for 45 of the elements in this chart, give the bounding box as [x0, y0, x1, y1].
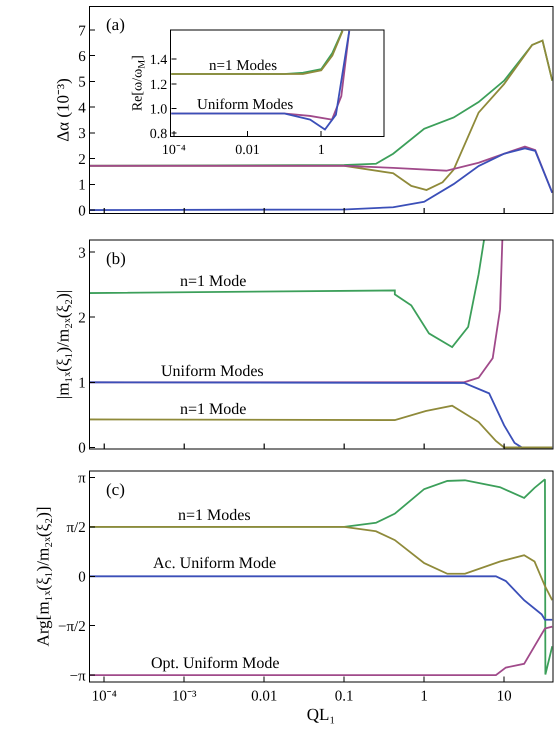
x-tick-label: 10⁻⁴ — [92, 688, 117, 705]
x-tick-label: 0.01 — [251, 688, 278, 705]
y-tick-label: 2 — [78, 152, 86, 168]
annotation: n=1 Mode — [180, 273, 246, 290]
y-tick-label: 4 — [78, 100, 86, 116]
y-tick-label: 7 — [78, 23, 86, 40]
text: (c) — [106, 480, 125, 499]
y-tick-label: 2 — [78, 310, 86, 326]
x-tick-label: 1 — [318, 142, 325, 158]
y-tick-label: π/2 — [66, 520, 86, 536]
y-tick-label: 3 — [78, 126, 86, 142]
y-tick-label: 1.0 — [150, 102, 168, 118]
x-tick-label: 10⁻³ — [172, 688, 197, 705]
y-axis-title: |m₁ₓ(ξ₁)/m₂ₓ(ξ₂)| — [54, 290, 73, 400]
y-tick-label: 0 — [78, 203, 86, 220]
x-tick-label: 1 — [420, 688, 428, 705]
x-tick-label: 0.1 — [334, 688, 354, 705]
y-tick-label: 1 — [78, 376, 86, 392]
text: (a) — [106, 15, 125, 34]
x-tick-label: 10 — [496, 688, 512, 705]
annotation: n=1 Mode — [180, 401, 246, 418]
y-tick-label: 1.2 — [150, 78, 168, 93]
x-tick-label: 0.01 — [235, 142, 260, 158]
annotation: Uniform Modes — [197, 97, 294, 113]
annotation: Uniform Modes — [161, 363, 264, 380]
annotation: Opt. Uniform Mode — [151, 655, 280, 672]
y-tick-label: 1.4 — [150, 53, 168, 68]
y-axis-title: Arg[m₁ₓ(ξ₁)/m₂ₓ(ξ₂)] — [34, 506, 53, 646]
y-tick-label: 0.8 — [150, 127, 168, 142]
annotation: Ac. Uniform Mode — [153, 555, 276, 572]
y-tick-label: 0 — [78, 440, 86, 457]
y-axis-title: Δα (10⁻³) — [54, 78, 73, 142]
y-tick-label: −π/2 — [58, 618, 86, 635]
x-axis-title: QL₁ — [306, 704, 336, 724]
y-tick-label: −π — [70, 668, 86, 684]
y-tick-label: π — [78, 470, 86, 487]
annotation: n=1 Modes — [209, 58, 278, 74]
text: (b) — [106, 249, 126, 268]
y-tick-label: 3 — [78, 245, 86, 262]
y-tick-label: 1 — [78, 178, 86, 194]
y-tick-label: 0 — [78, 570, 86, 586]
y-tick-label: 6 — [78, 48, 86, 65]
annotation: n=1 Modes — [178, 507, 251, 524]
y-tick-label: 5 — [78, 74, 86, 91]
x-tick-label: 10⁻⁴ — [162, 142, 186, 158]
